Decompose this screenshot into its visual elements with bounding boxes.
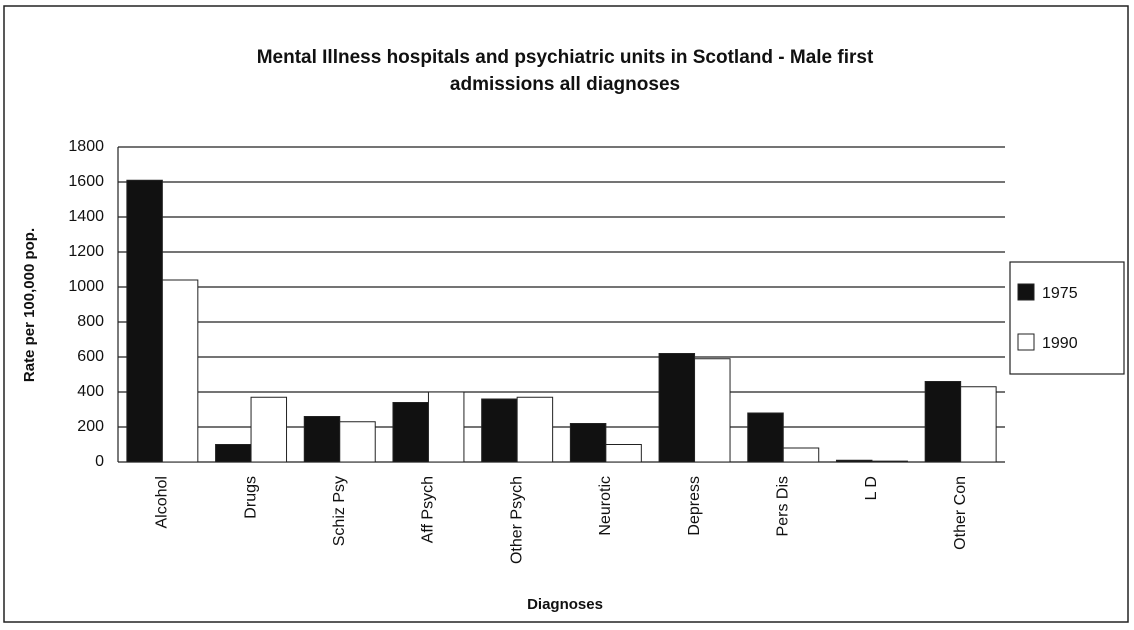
- chart-frame: [3, 5, 1129, 623]
- x-tick-label: Neurotic: [597, 476, 614, 536]
- bar: [303, 416, 341, 463]
- bar: [658, 353, 696, 463]
- bar: [339, 421, 376, 463]
- y-tick-label: 800: [77, 313, 104, 330]
- y-tick-label: 1400: [68, 208, 104, 225]
- y-tick-label: 0: [95, 453, 104, 470]
- y-tick-label: 1000: [68, 278, 104, 295]
- x-tick-label: Depress: [686, 476, 703, 536]
- x-tick-label: Schiz Psy: [331, 476, 348, 546]
- y-tick-label: 1200: [68, 243, 104, 260]
- y-tick-label: 200: [77, 418, 104, 435]
- bar: [392, 402, 429, 463]
- bar: [694, 358, 731, 463]
- y-tick-label: 600: [77, 348, 104, 365]
- bar: [569, 423, 607, 463]
- bar: [871, 460, 908, 463]
- bar: [481, 398, 518, 463]
- bar: [960, 386, 997, 463]
- legend-swatch: [1017, 283, 1035, 301]
- bar: [126, 179, 163, 463]
- legend-swatch: [1017, 333, 1035, 351]
- x-tick-label: Other Psych: [508, 476, 525, 564]
- bar: [161, 279, 199, 463]
- y-tick-label: 1800: [68, 138, 104, 155]
- legend-box: [1009, 261, 1125, 375]
- y-tick-label: 400: [77, 383, 104, 400]
- x-tick-label: Drugs: [242, 476, 259, 519]
- chart-title: Mental Illness hospitals and psychiatric…: [257, 47, 874, 95]
- bar: [835, 459, 873, 463]
- legend-label: 1990: [1042, 335, 1078, 352]
- bar: [516, 396, 554, 463]
- y-tick-label: 1600: [68, 173, 104, 190]
- x-tick-label: L D: [863, 476, 880, 500]
- bar: [605, 444, 642, 463]
- x-axis-label: Diagnoses: [527, 596, 603, 613]
- x-tick-label: Aff Psych: [420, 476, 437, 543]
- bar: [782, 447, 820, 463]
- x-tick-label: Alcohol: [154, 476, 171, 528]
- x-tick-label: Pers Dis: [774, 476, 791, 536]
- bar: [215, 444, 252, 463]
- bar: [427, 391, 465, 463]
- legend-label: 1975: [1042, 285, 1078, 302]
- bar: [924, 381, 962, 463]
- x-tick-label: Other Con: [952, 476, 969, 550]
- bar: [250, 396, 288, 463]
- y-axis-label: Rate per 100,000 pop.: [21, 228, 38, 382]
- bar: [747, 412, 784, 463]
